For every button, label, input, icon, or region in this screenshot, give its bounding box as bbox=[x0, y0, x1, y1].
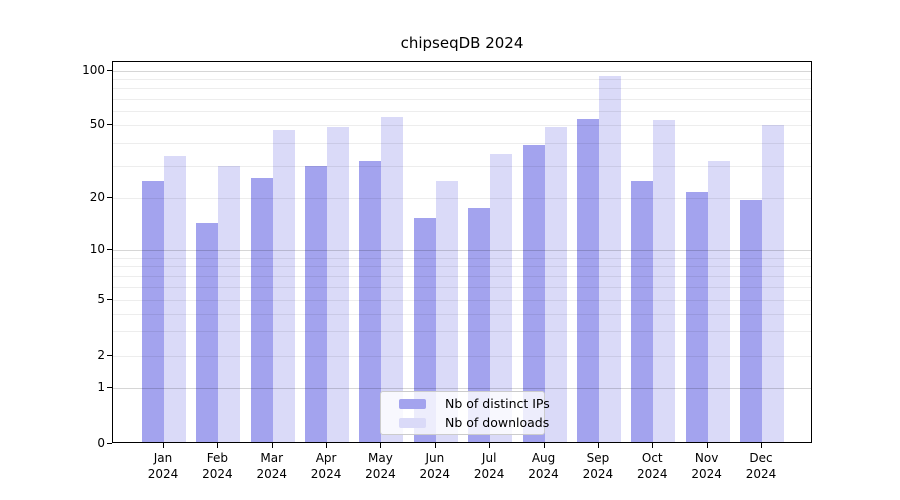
x-tick-mark bbox=[489, 443, 491, 448]
y-tick-mark bbox=[107, 443, 112, 444]
x-tick-label-dec: Dec 2024 bbox=[745, 451, 777, 481]
x-tick-mark bbox=[380, 443, 382, 448]
y-tick-label-20: 20 bbox=[89, 189, 105, 204]
bar-downloads-3 bbox=[272, 129, 295, 442]
bar-ips-11 bbox=[685, 191, 708, 442]
bar-ips-9 bbox=[576, 118, 599, 442]
gridline-30 bbox=[113, 165, 811, 167]
x-tick-label-oct: Oct 2024 bbox=[636, 451, 668, 481]
x-tick-label-sep: Sep 2024 bbox=[582, 451, 614, 481]
x-tick-label-jul: Jul 2024 bbox=[473, 451, 505, 481]
y-tick-label-10: 10 bbox=[89, 242, 105, 257]
chart-title: chipseqDB 2024 bbox=[400, 34, 524, 52]
legend-swatch-downloads bbox=[399, 417, 426, 428]
bar-downloads-10 bbox=[653, 120, 676, 442]
gridline-90 bbox=[113, 79, 811, 81]
bar-downloads-5 bbox=[381, 117, 404, 442]
legend-item-distinct-ips: Nb of distinct IPs bbox=[399, 396, 550, 411]
x-tick-mark bbox=[652, 443, 654, 448]
bar-ips-8 bbox=[522, 144, 545, 442]
gridline-4 bbox=[113, 313, 811, 315]
gridline-10 bbox=[113, 250, 811, 252]
y-tick-mark bbox=[107, 354, 112, 356]
x-tick-label-feb: Feb 2024 bbox=[202, 451, 233, 481]
bar-downloads-4 bbox=[327, 126, 350, 442]
x-tick-label-mar: Mar 2024 bbox=[256, 451, 287, 481]
gridline-2 bbox=[113, 355, 811, 357]
gridline-8 bbox=[113, 266, 811, 268]
gridline-70 bbox=[113, 98, 811, 100]
bar-downloads-8 bbox=[544, 126, 567, 442]
y-tick-label-100: 100 bbox=[82, 63, 105, 77]
legend-label-downloads: Nb of downloads bbox=[445, 415, 550, 430]
gridline-80 bbox=[113, 88, 811, 90]
x-tick-label-nov: Nov 2024 bbox=[691, 451, 722, 481]
y-tick-mark bbox=[107, 298, 112, 300]
bar-downloads-7 bbox=[490, 153, 513, 442]
bar-downloads-6 bbox=[435, 181, 458, 442]
bar-ips-3 bbox=[250, 178, 273, 442]
bar-downloads-9 bbox=[598, 76, 621, 442]
gridline-20 bbox=[113, 197, 811, 199]
x-tick-mark bbox=[543, 443, 545, 448]
bar-downloads-1 bbox=[164, 156, 186, 442]
bar-ips-10 bbox=[631, 181, 654, 442]
grid-layer bbox=[113, 62, 811, 442]
y-tick-label-2: 2 bbox=[97, 347, 105, 362]
gridline-50 bbox=[113, 125, 811, 127]
y-tick-label-1: 1 bbox=[97, 379, 105, 394]
x-tick-label-apr: Apr 2024 bbox=[310, 451, 342, 481]
y-tick-label-50: 50 bbox=[89, 117, 105, 132]
bar-ips-1 bbox=[142, 181, 164, 442]
gridline-3 bbox=[113, 331, 811, 333]
y-tick-label-5: 5 bbox=[97, 291, 105, 306]
gridline-1 bbox=[113, 387, 811, 389]
bar-downloads-11 bbox=[707, 161, 730, 442]
x-tick-label-aug: Aug 2024 bbox=[528, 451, 559, 481]
x-tick-mark bbox=[217, 443, 219, 448]
gridline-9 bbox=[113, 258, 811, 259]
bars-layer bbox=[113, 62, 811, 442]
x-tick-mark bbox=[706, 443, 708, 448]
x-tick-label-may: May 2024 bbox=[365, 451, 396, 481]
bar-ips-2 bbox=[196, 222, 219, 442]
gridline-5 bbox=[113, 299, 811, 301]
gridline-100 bbox=[113, 71, 811, 72]
x-tick-label-jan: Jan 2024 bbox=[147, 451, 179, 481]
bar-ips-6 bbox=[413, 217, 436, 442]
legend-item-downloads: Nb of downloads bbox=[399, 415, 549, 430]
x-tick-mark bbox=[434, 443, 436, 448]
x-tick-mark bbox=[163, 443, 164, 448]
x-tick-mark bbox=[761, 443, 762, 448]
x-tick-mark bbox=[271, 443, 273, 448]
legend-label-distinct-ips: Nb of distinct IPs bbox=[445, 396, 550, 411]
bar-ips-4 bbox=[305, 166, 328, 442]
y-tick-mark bbox=[107, 386, 112, 388]
gridline-60 bbox=[113, 111, 811, 113]
y-tick-label-0: 0 bbox=[97, 436, 105, 450]
bar-ips-7 bbox=[468, 208, 491, 442]
y-tick-mark bbox=[107, 70, 112, 71]
y-tick-mark bbox=[107, 196, 112, 198]
plot-area bbox=[112, 61, 812, 443]
bar-downloads-12 bbox=[762, 124, 784, 442]
y-tick-mark bbox=[107, 249, 112, 251]
gridline-40 bbox=[113, 142, 811, 144]
bar-ips-12 bbox=[740, 199, 762, 442]
x-tick-label-jun: Jun 2024 bbox=[419, 451, 451, 481]
y-tick-mark bbox=[107, 124, 112, 126]
legend-swatch-distinct-ips bbox=[399, 398, 426, 409]
gridline-7 bbox=[113, 275, 811, 277]
bar-ips-5 bbox=[359, 161, 382, 442]
x-tick-mark bbox=[597, 443, 599, 448]
gridline-6 bbox=[113, 286, 811, 288]
x-tick-mark bbox=[326, 443, 328, 448]
legend: Nb of distinct IPs Nb of downloads bbox=[380, 391, 550, 435]
bar-downloads-2 bbox=[218, 166, 241, 442]
